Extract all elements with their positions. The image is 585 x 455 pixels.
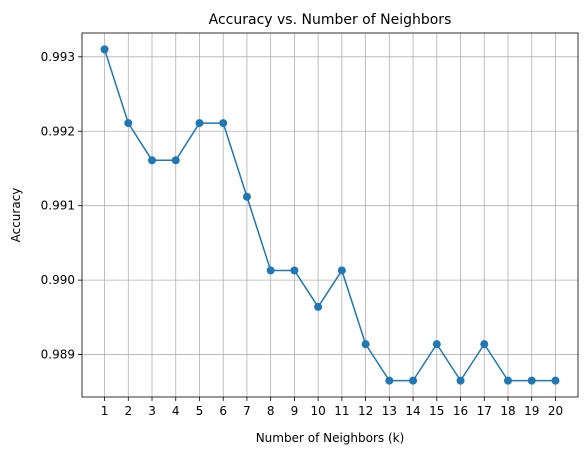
x-tick-label: 3 [148,404,156,418]
chart-title: Accuracy vs. Number of Neighbors [209,12,452,28]
x-tick-label: 13 [382,404,397,418]
data-point [124,119,133,128]
y-axis-title: Accuracy [9,188,23,243]
x-tick-label: 8 [267,404,275,418]
data-point [551,376,560,385]
x-tick-label: 2 [124,404,132,418]
data-point [480,340,489,349]
data-point [100,45,109,54]
x-tick-label: 10 [310,404,325,418]
data-point [409,376,418,385]
data-point [385,376,394,385]
x-tick-label: 15 [429,404,444,418]
x-tick-label: 19 [524,404,539,418]
data-point [314,302,323,311]
x-tick-label: 1 [101,404,109,418]
x-tick-label: 7 [243,404,251,418]
y-tick-label: 0.989 [41,348,75,362]
x-tick-label: 12 [358,404,373,418]
data-point [527,376,536,385]
x-tick-label: 17 [477,404,492,418]
x-tick-label: 6 [219,404,227,418]
data-point [195,119,204,128]
data-point [432,340,441,349]
x-tick-label: 14 [405,404,420,418]
data-point [148,156,157,165]
data-point [219,119,228,128]
data-point [361,340,370,349]
data-point [456,376,465,385]
y-tick-label: 0.991 [41,199,75,213]
x-tick-label: 11 [334,404,349,418]
data-point [171,156,180,165]
series-line [103,49,556,382]
data-point [337,266,346,275]
y-tick-label: 0.992 [41,124,75,138]
y-tick-label: 0.993 [41,50,75,64]
data-series [100,45,560,385]
y-tick-label: 0.990 [41,273,75,287]
x-tick-label: 4 [172,404,180,418]
axis-ticks: 1 2 3 4 5 6 7 8 9 10 11 12 13 14 15 16 17 18 19 200.9890.99… [41,50,563,418]
data-point [290,266,299,275]
x-tick-label: 16 [453,404,468,418]
x-tick-label: 20 [548,404,563,418]
grid [82,33,578,397]
data-point [266,266,275,275]
x-axis-title: Number of Neighbors (k) [256,431,405,445]
plot-frame [81,32,579,398]
x-tick-label: 18 [500,404,515,418]
x-tick-label: 5 [196,404,204,418]
data-point [503,376,512,385]
data-point [242,192,251,201]
x-tick-label: 9 [291,404,299,418]
